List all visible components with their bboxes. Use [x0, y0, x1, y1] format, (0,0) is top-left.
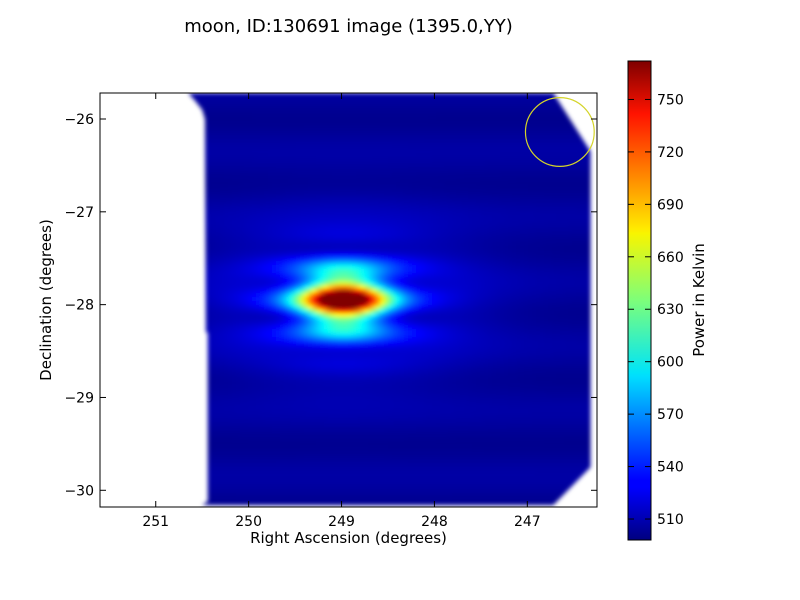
x-tick-label: 249	[328, 514, 355, 530]
colorbar-gradient	[628, 61, 651, 540]
y-axis-label: Declination (degrees)	[37, 219, 55, 381]
x-axis: 251 250 249 248 247	[142, 93, 541, 530]
colorbar-tick-label: 660	[657, 250, 684, 266]
colorbar-ticks: 510 540 570 600 630 660 690 720 750	[628, 92, 684, 528]
y-tick-label: −28	[64, 298, 94, 314]
colorbar-tick-label: 540	[657, 460, 684, 476]
x-axis-label: Right Ascension (degrees)	[250, 529, 447, 547]
y-tick-label: −26	[64, 112, 94, 128]
colorbar-tick-label: 630	[657, 302, 684, 318]
colorbar-label: Power in Kelvin	[690, 243, 708, 357]
colorbar-frame	[627, 60, 652, 541]
colorbar-tick-label: 510	[657, 512, 684, 528]
colorbar-tick-label: 720	[657, 145, 684, 161]
plot-area	[99, 92, 598, 508]
colorbar-tick-label: 600	[657, 355, 684, 371]
x-tick-label: 251	[142, 514, 169, 530]
x-tick-label: 247	[514, 514, 541, 530]
chart-title: moon, ID:130691 image (1395.0,YY)	[184, 16, 513, 37]
colorbar-tick-label: 690	[657, 197, 684, 213]
y-tick-label: −29	[64, 390, 94, 406]
colorbar-tick-label: 750	[657, 92, 684, 108]
colorbar-tick-label: 570	[657, 407, 684, 423]
colorbar: 510 540 570 600 630 660 690 720 750 Power in Kel…	[627, 60, 708, 541]
x-tick-label: 250	[235, 514, 262, 530]
x-tick-label: 248	[421, 514, 448, 530]
plot-frame	[99, 92, 598, 508]
beam-circle	[524, 97, 595, 167]
y-tick-label: −30	[64, 483, 94, 499]
y-axis: −26 −27 −28 −29 −30	[64, 112, 597, 499]
y-tick-label: −27	[64, 205, 94, 221]
